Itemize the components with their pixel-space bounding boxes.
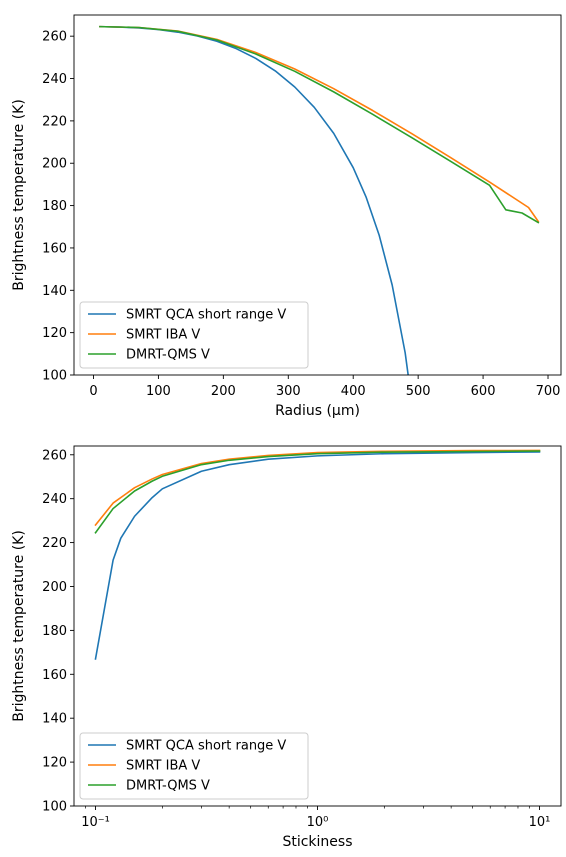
- legend: SMRT QCA short range V SMRT IBA V DMRT-QMS…: [79, 301, 309, 369]
- legend-label: SMRT QCA short range V: [126, 739, 286, 754]
- legend-label: DMRT-QMS V: [126, 348, 210, 363]
- y-tick-label: 100: [42, 800, 67, 815]
- x-tick-label: 600: [471, 384, 496, 399]
- x-tick-label: 500: [406, 384, 431, 399]
- series-group: [99, 25, 540, 375]
- series-line-3: [99, 25, 540, 224]
- y-tick-label: 120: [42, 756, 67, 771]
- legend: SMRT QCA short range V SMRT IBA V DMRT-QMS…: [79, 732, 309, 800]
- y-tick-label: 180: [42, 199, 67, 214]
- legend-box: [79, 732, 309, 800]
- y-tick-label: 220: [42, 536, 67, 551]
- legend-label: SMRT IBA V: [126, 328, 200, 343]
- y-tick-label: 200: [42, 157, 67, 172]
- y-tick-label: 240: [42, 72, 67, 87]
- legend-box: [79, 301, 309, 369]
- x-axis-label: Stickiness: [282, 834, 352, 850]
- x-tick-label: 100: [146, 384, 171, 399]
- axes-frame: [73, 14, 562, 376]
- y-axis-label: Brightness temperature (K): [11, 530, 27, 722]
- chart-panel-2: 100 120 140 160 180 200 220 240 260 10⁻¹ 10⁰ 10¹ Sti…: [11, 445, 562, 850]
- x-tick-label: 10¹: [529, 815, 551, 830]
- x-axis-label: Radius (μm): [275, 403, 360, 419]
- legend-label: DMRT-QMS V: [126, 779, 210, 794]
- series-line-2: [94, 449, 541, 527]
- x-tick-label: 10⁻¹: [81, 815, 110, 830]
- y-tick-label: 160: [42, 668, 67, 683]
- y-tick-label: 200: [42, 580, 67, 595]
- x-tick-label: 200: [211, 384, 236, 399]
- series-line-3: [94, 450, 541, 534]
- y-tick-label: 140: [42, 712, 67, 727]
- x-tick-label: 400: [341, 384, 366, 399]
- chart-panel-1: 100 120 140 160 180 200 220 240 260 0 100 200 300 400…: [11, 14, 562, 419]
- y-tick-label: 260: [42, 448, 67, 463]
- x-tick-label: 700: [536, 384, 561, 399]
- y-tick-label: 180: [42, 624, 67, 639]
- y-tick-label: 120: [42, 326, 67, 341]
- x-tick-label: 0: [89, 384, 97, 399]
- y-tick-label: 100: [42, 369, 67, 384]
- y-tick-label: 140: [42, 284, 67, 299]
- series-line-1: [94, 451, 541, 660]
- y-tick-label: 260: [42, 30, 67, 45]
- y-tick-label: 160: [42, 241, 67, 256]
- x-tick-label: 10⁰: [307, 815, 329, 830]
- series-line-2: [99, 25, 540, 223]
- legend-label: SMRT QCA short range V: [126, 308, 286, 323]
- y-tick-label: 240: [42, 492, 67, 507]
- y-axis-label: Brightness temperature (K): [11, 99, 27, 291]
- legend-label: SMRT IBA V: [126, 759, 200, 774]
- x-tick-label: 300: [276, 384, 301, 399]
- y-tick-label: 220: [42, 114, 67, 129]
- series-group: [94, 449, 541, 660]
